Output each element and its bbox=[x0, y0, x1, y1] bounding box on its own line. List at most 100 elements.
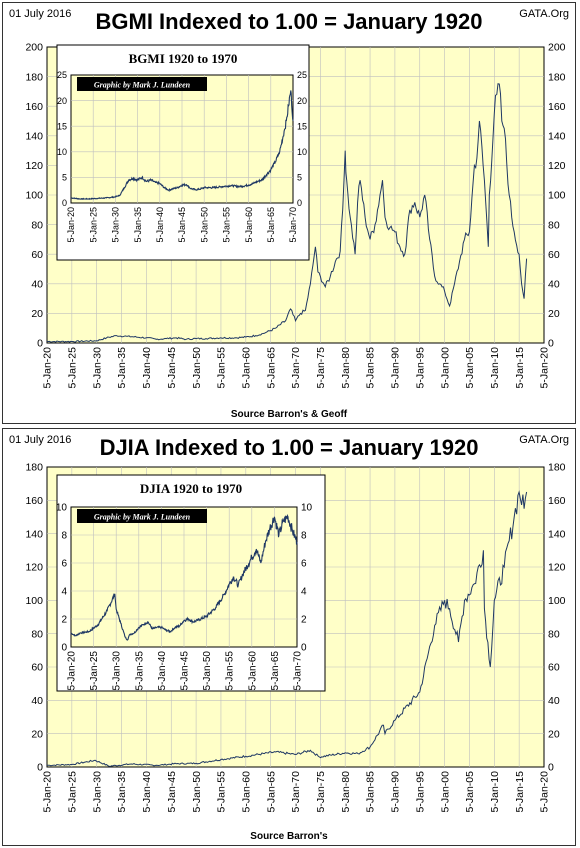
bgmi-inset-x-tick-label: 5-Jan-45 bbox=[177, 207, 187, 243]
djia-inset-y-tick-label-left: 10 bbox=[56, 503, 68, 514]
djia-inset-x-tick-label: 5-Jan-25 bbox=[89, 651, 100, 691]
bgmi-inset-y-tick-label-right: 10 bbox=[297, 147, 307, 157]
bgmi-inset-y-tick-label-left: 25 bbox=[57, 70, 67, 80]
bgmi-inset-y-tick-label-right: 5 bbox=[297, 173, 302, 183]
djia-main-y-tick-label-right: 120 bbox=[548, 562, 566, 574]
djia-main-x-tick-label: 5-Jan-20 bbox=[42, 771, 54, 813]
bgmi-inset-y-tick-label-left: 0 bbox=[62, 198, 67, 208]
bgmi-inset-x-tick-label: 5-Jan-65 bbox=[266, 207, 276, 243]
djia-main-x-tick-label: 5-Jan-55 bbox=[216, 771, 228, 813]
djia-inset-x-tick-label: 5-Jan-50 bbox=[202, 651, 213, 691]
djia-main-x-tick-label: 5-Jan-70 bbox=[290, 771, 302, 813]
djia-site-label: GATA.Org bbox=[519, 434, 569, 446]
bgmi-main-y-tick-label-right: 160 bbox=[548, 101, 566, 113]
bgmi-main-y-tick-label-left: 0 bbox=[37, 338, 43, 350]
djia-inset-y-tick-label-left: 8 bbox=[61, 531, 67, 542]
bgmi-inset-y-tick-label-right: 0 bbox=[297, 198, 302, 208]
bgmi-main-x-tick-label: 5-Jan-75 bbox=[315, 347, 327, 389]
bgmi-main-y-tick-label-right: 80 bbox=[548, 219, 560, 231]
djia-main-x-tick-label: 5-Jan-10 bbox=[489, 771, 501, 813]
bgmi-main-y-tick-label-right: 20 bbox=[548, 308, 560, 320]
bgmi-main-x-tick-label: 5-Jan-35 bbox=[116, 347, 128, 389]
bgmi-inset-x-tick-label: 5-Jan-35 bbox=[133, 207, 143, 243]
bgmi-main-y-tick-label-right: 180 bbox=[548, 71, 566, 83]
djia-main-x-tick-label: 5-Jan-35 bbox=[116, 771, 128, 813]
djia-inset-x-tick-label: 5-Jan-55 bbox=[225, 651, 236, 691]
bgmi-inset-y-tick-label-right: 15 bbox=[297, 121, 307, 131]
bgmi-main-y-tick-label-left: 100 bbox=[25, 190, 43, 202]
djia-main-x-tick-label: 5-Jan-65 bbox=[265, 771, 277, 813]
djia-panel: 01 July 2016 GATA.Org DJIA Indexed to 1.… bbox=[2, 428, 576, 846]
bgmi-chart-svg: 5-Jan-20 5-Jan-25 5-Jan-30 5-Jan-35 5-Jan-40… bbox=[25, 42, 566, 389]
djia-main-y-tick-label-left: 40 bbox=[31, 695, 43, 707]
bgmi-main-x-tick-label: 5-Jan-70 bbox=[290, 347, 302, 389]
djia-main-x-tick-label: 5-Jan-90 bbox=[390, 771, 402, 813]
bgmi-inset-series-line bbox=[71, 90, 294, 200]
djia-main-y-tick-label-right: 180 bbox=[548, 462, 566, 474]
bgmi-source-label: Source Barron's & Geoff bbox=[230, 409, 348, 420]
djia-main-y-tick-label-left: 60 bbox=[31, 662, 43, 674]
bgmi-main-y-tick-label-right: 120 bbox=[548, 160, 566, 172]
bgmi-main-y-tick-label-left: 140 bbox=[25, 130, 43, 142]
djia-main-y-tick-label-left: 180 bbox=[25, 462, 43, 474]
djia-inset-x-tick-label: 5-Jan-35 bbox=[134, 651, 145, 691]
bgmi-inset-y-tick-label-left: 20 bbox=[57, 96, 67, 106]
djia-inset-y-tick-label-left: 0 bbox=[61, 643, 67, 654]
djia-main-x-tick-label: 5-Jan-60 bbox=[240, 771, 252, 813]
djia-inset-y-tick-label-left: 6 bbox=[61, 559, 67, 570]
djia-main-x-tick-label: 5-Jan-45 bbox=[166, 771, 178, 813]
djia-date: 01 July 2016 bbox=[9, 434, 72, 446]
bgmi-main-x-tick-label: 5-Jan-55 bbox=[216, 347, 228, 389]
bgmi-main-y-tick-label-right: 40 bbox=[548, 278, 560, 290]
djia-main-x-tick-label: 5-Jan-80 bbox=[340, 771, 352, 813]
bgmi-main-y-tick-label-left: 40 bbox=[31, 278, 43, 290]
djia-main-series-line bbox=[47, 490, 528, 767]
bgmi-main-x-tick-label: 5-Jan-00 bbox=[439, 347, 451, 389]
djia-inset-series-line bbox=[70, 513, 298, 641]
bgmi-main-y-tick-label-left: 120 bbox=[25, 160, 43, 172]
djia-main-y-tick-label-right: 140 bbox=[548, 528, 566, 540]
bgmi-main-x-tick-label: 5-Jan-60 bbox=[240, 347, 252, 389]
djia-main-x-tick-label: 5-Jan-75 bbox=[315, 771, 327, 813]
djia-main-y-tick-label-right: 100 bbox=[548, 595, 566, 607]
djia-chart-svg: 5-Jan-20 5-Jan-25 5-Jan-30 5-Jan-35 5-Jan-40… bbox=[25, 462, 566, 813]
bgmi-main-x-tick-label: 5-Jan-50 bbox=[191, 347, 203, 389]
bgmi-main-y-tick-label-right: 60 bbox=[548, 249, 560, 261]
bgmi-main-y-tick-label-left: 80 bbox=[31, 219, 43, 231]
bgmi-main-x-tick-label: 5-Jan-10 bbox=[489, 347, 501, 389]
djia-inset-title: DJIA 1920 to 1970 bbox=[140, 481, 242, 496]
djia-main-x-tick-label: 5-Jan-50 bbox=[191, 771, 203, 813]
djia-inset-x-tick-label: 5-Jan-60 bbox=[247, 651, 258, 691]
djia-inset-y-tick-label-left: 2 bbox=[61, 615, 67, 626]
bgmi-main-x-tick-label: 5-Jan-80 bbox=[340, 347, 352, 389]
bgmi-main-y-tick-label-left: 20 bbox=[31, 308, 43, 320]
bgmi-inset-x-tick-label: 5-Jan-20 bbox=[66, 207, 76, 243]
bgmi-panel: 01 July 2016 GATA.Org BGMI Indexed to 1.… bbox=[2, 2, 576, 424]
djia-main-x-tick-label: 5-Jan-20 bbox=[539, 771, 551, 813]
bgmi-main-y-tick-label-right: 0 bbox=[548, 338, 554, 350]
djia-inset-x-tick-label: 5-Jan-20 bbox=[67, 651, 78, 691]
bgmi-inset-x-tick-label: 5-Jan-70 bbox=[288, 207, 298, 243]
djia-main-y-tick-label-left: 80 bbox=[31, 628, 43, 640]
bgmi-main-y-tick-label-left: 60 bbox=[31, 249, 43, 261]
djia-inset-y-tick-label-right: 2 bbox=[301, 615, 307, 626]
djia-main-y-tick-label-right: 160 bbox=[548, 495, 566, 507]
djia-main-y-tick-label-left: 160 bbox=[25, 495, 43, 507]
bgmi-main-x-tick-label: 5-Jan-65 bbox=[265, 347, 277, 389]
bgmi-inset-y-tick-label-right: 20 bbox=[297, 96, 307, 106]
bgmi-date: 01 July 2016 bbox=[9, 8, 72, 20]
bgmi-main-x-tick-label: 5-Jan-40 bbox=[141, 347, 153, 389]
bgmi-main-x-tick-label: 5-Jan-15 bbox=[514, 347, 526, 389]
bgmi-inset-x-tick-label: 5-Jan-50 bbox=[199, 207, 209, 243]
bgmi-main-x-tick-label: 5-Jan-05 bbox=[464, 347, 476, 389]
bgmi-inset-x-tick-label: 5-Jan-40 bbox=[155, 207, 165, 243]
djia-main-x-tick-label: 5-Jan-95 bbox=[414, 771, 426, 813]
djia-main-y-tick-label-left: 120 bbox=[25, 562, 43, 574]
djia-main-y-tick-label-left: 20 bbox=[31, 728, 43, 740]
bgmi-inset-y-tick-label-right: 25 bbox=[297, 70, 307, 80]
djia-inset-y-tick-label-right: 8 bbox=[301, 531, 307, 542]
bgmi-main-series-line bbox=[47, 83, 528, 343]
djia-main-x-tick-label: 5-Jan-15 bbox=[514, 771, 526, 813]
bgmi-main-x-tick-label: 5-Jan-95 bbox=[414, 347, 426, 389]
djia-main-y-tick-label-right: 40 bbox=[548, 695, 560, 707]
